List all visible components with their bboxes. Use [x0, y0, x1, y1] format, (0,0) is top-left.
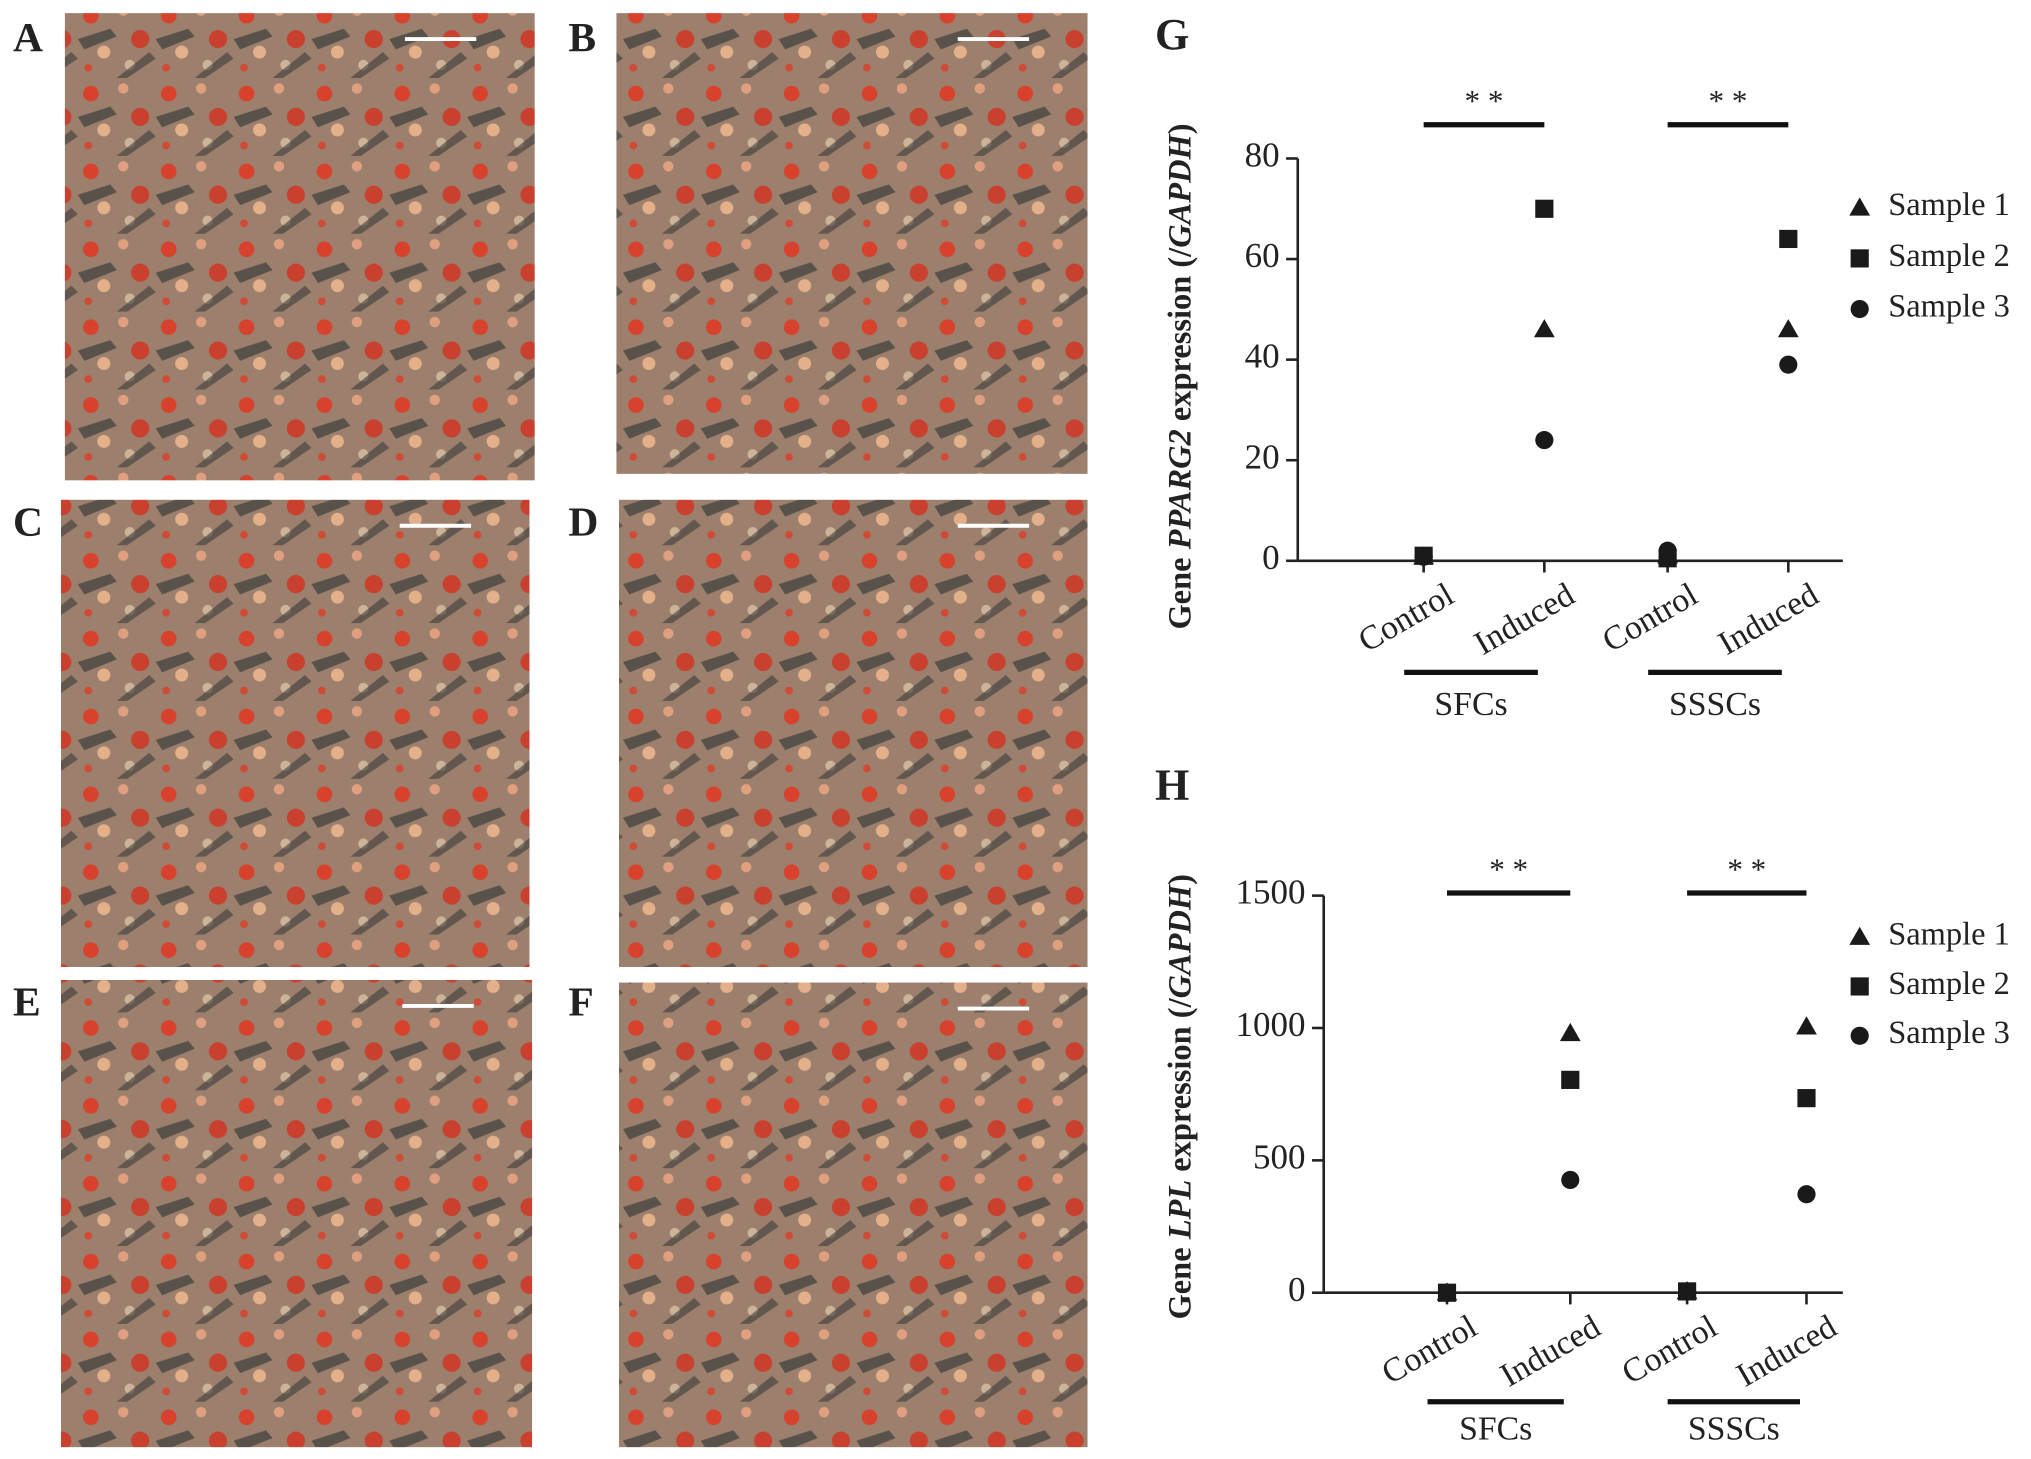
significance-label: * * [1465, 83, 1504, 118]
y-axis-label-part: expression (/ [1163, 997, 1199, 1179]
micrograph [60, 499, 530, 967]
legend-label: Sample 3 [1888, 288, 2010, 324]
data-point [1658, 541, 1677, 560]
group-label: SFCs [1434, 686, 1507, 723]
panel-label: B [568, 14, 596, 60]
legend-label: Sample 1 [1888, 917, 2010, 953]
micrograph [64, 13, 535, 481]
data-point [1437, 1283, 1457, 1302]
x-tick-label: Control [1376, 1308, 1484, 1392]
data-point [1414, 547, 1433, 566]
y-tick-label: 60 [1245, 236, 1280, 275]
x-tick-label: Induced [1712, 576, 1825, 662]
significance-label: * * [1709, 83, 1748, 118]
x-tick-label: Induced [1730, 1308, 1843, 1394]
y-tick-label: 0 [1288, 1270, 1306, 1309]
data-point [1796, 1016, 1817, 1035]
y-axis-label-part: PPARG2 [1163, 429, 1199, 550]
micrograph [616, 13, 1088, 474]
legend-marker [1850, 299, 1869, 319]
panel-label: H [1155, 760, 1189, 809]
y-tick-label: 1500 [1236, 873, 1306, 912]
y-tick-label: 500 [1253, 1137, 1306, 1176]
y-tick-label: 1000 [1236, 1005, 1306, 1044]
panel-label: D [568, 498, 598, 544]
y-axis-label-part: ) [1163, 123, 1199, 134]
group-label: SFCs [1459, 1410, 1532, 1447]
y-axis-label-part: LPL [1163, 1180, 1199, 1240]
legend-marker [1850, 977, 1869, 996]
data-point [1797, 1089, 1816, 1108]
x-tick-label: Induced [1468, 576, 1581, 662]
data-point [1678, 1282, 1697, 1301]
x-tick-label: Induced [1494, 1308, 1607, 1394]
x-tick-label: Control [1616, 1308, 1724, 1392]
legend-marker [1849, 197, 1871, 216]
y-axis-label-part: expression (/ [1163, 247, 1199, 429]
legend-marker [1849, 926, 1871, 945]
panel-label: C [13, 498, 43, 544]
y-tick-label: 40 [1245, 337, 1280, 376]
y-axis-label-part: GAPDH [1163, 133, 1199, 248]
legend-marker [1850, 249, 1869, 268]
data-point [1561, 1070, 1580, 1089]
y-tick-label: 20 [1245, 437, 1280, 476]
micrograph [619, 499, 1088, 967]
y-axis-label: Gene LPL expression (/GAPDH) [1163, 874, 1199, 1319]
micrograph [60, 979, 533, 1448]
legend-marker [1850, 1026, 1869, 1045]
y-axis-label: Gene PPARG2 expression (/GAPDH) [1163, 123, 1199, 629]
data-point [1779, 229, 1798, 249]
y-axis-label-part: Gene [1163, 549, 1199, 629]
group-label: SSSCs [1669, 686, 1761, 723]
y-tick-label: 0 [1262, 538, 1280, 577]
y-axis-label-part: GAPDH [1163, 883, 1199, 998]
y-axis-label-part: ) [1163, 874, 1199, 885]
significance-label: * * [1489, 851, 1528, 886]
y-tick-label: 80 [1245, 136, 1280, 175]
panel-label: A [13, 14, 43, 60]
legend-label: Sample 1 [1888, 187, 2010, 223]
data-point [1533, 319, 1555, 338]
panel-label: E [13, 978, 41, 1024]
data-point [1561, 1170, 1580, 1190]
legend-label: Sample 3 [1888, 1015, 2010, 1051]
data-point [1535, 431, 1554, 450]
x-tick-label: Control [1596, 576, 1704, 660]
legend-label: Sample 2 [1888, 238, 2010, 274]
x-tick-label: Control [1352, 576, 1460, 660]
data-point [1777, 319, 1799, 338]
y-axis-label-part: Gene [1163, 1239, 1199, 1319]
panel-label: G [1155, 10, 1189, 59]
data-point [1797, 1185, 1816, 1204]
data-point [1559, 1022, 1581, 1042]
micrograph [619, 982, 1088, 1448]
data-point [1535, 199, 1554, 218]
panel-label: F [568, 978, 593, 1024]
data-point [1779, 355, 1798, 374]
group-label: SSSCs [1688, 1410, 1780, 1447]
significance-label: * * [1727, 851, 1766, 886]
legend-label: Sample 2 [1888, 966, 2010, 1002]
